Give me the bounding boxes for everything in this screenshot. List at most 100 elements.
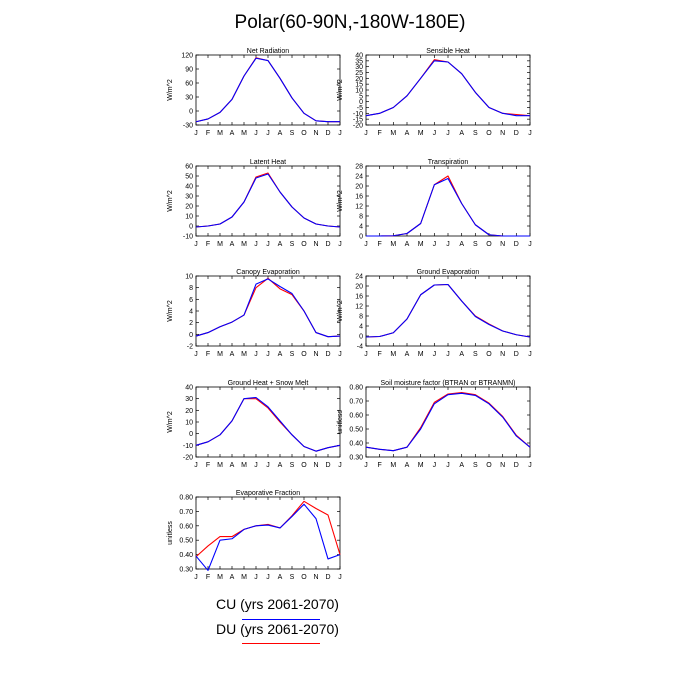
y-tick-label: 5 — [359, 93, 363, 100]
y-tick-label: 20 — [185, 204, 193, 211]
x-tick-label: J — [528, 241, 532, 248]
x-tick-label: J — [254, 462, 258, 469]
y-tick-label: 30 — [185, 194, 193, 201]
y-tick-label: -2 — [187, 344, 193, 351]
y-axis-label: W/m^2 — [167, 411, 174, 433]
x-tick-label: A — [230, 241, 235, 248]
legend-label-cu: CU (yrs 2061-2070) — [216, 596, 339, 612]
x-tick-label: N — [500, 462, 505, 469]
x-tick-label: J — [446, 241, 450, 248]
x-tick-label: A — [230, 351, 235, 358]
series-line-cu — [365, 392, 531, 452]
chart-panel-7: Ground Heat + Snow Melt -20 -10 0 10 20 30 40 J F… — [167, 380, 342, 469]
x-tick-label: O — [486, 130, 492, 137]
y-tick-label: 20 — [355, 76, 363, 83]
x-tick-label: J — [338, 462, 342, 469]
x-tick-label: J — [528, 130, 532, 137]
series-line-cu — [195, 503, 341, 571]
x-tick-label: S — [290, 241, 295, 248]
chart-title: Latent Heat — [250, 159, 286, 166]
x-tick-label: D — [514, 241, 519, 248]
x-tick-label: J — [433, 351, 437, 358]
x-tick-label: A — [459, 130, 464, 137]
y-tick-label: 0 — [189, 431, 193, 438]
x-tick-label: M — [390, 130, 396, 137]
y-tick-label: 0 — [189, 109, 193, 116]
y-tick-label: 4 — [359, 324, 363, 331]
plot-frame — [365, 54, 531, 126]
x-tick-label: F — [206, 574, 210, 581]
y-tick-label: 24 — [355, 274, 363, 281]
y-tick-label: 0.30 — [349, 455, 363, 462]
y-tick-label: 0.60 — [349, 413, 363, 420]
x-tick-label: J — [338, 351, 342, 358]
series-line-cu — [365, 60, 530, 117]
x-tick-label: A — [405, 130, 410, 137]
chart-panel-4: Transpiration 0 4 8 12 16 20 24 28 J F M A M J J A S O N D J W… — [337, 159, 532, 248]
y-tick-label: 30 — [185, 396, 193, 403]
legend-line-du — [242, 643, 320, 644]
x-tick-label: A — [278, 351, 283, 358]
x-tick-label: J — [446, 351, 450, 358]
y-tick-label: 35 — [355, 58, 363, 65]
x-tick-label: J — [194, 574, 198, 581]
plot-frame — [195, 496, 341, 570]
y-tick-label: 24 — [355, 174, 363, 181]
x-tick-label: A — [230, 574, 235, 581]
plot-frame — [195, 165, 341, 237]
x-tick-label: M — [217, 130, 223, 137]
series-line-du — [195, 57, 340, 123]
x-tick-label: N — [500, 130, 505, 137]
x-tick-label: J — [266, 574, 270, 581]
y-tick-label: 0 — [189, 332, 193, 339]
x-tick-label: M — [217, 351, 223, 358]
y-tick-label: 90 — [185, 67, 193, 74]
x-tick-label: J — [254, 351, 258, 358]
y-tick-label: 0.40 — [179, 552, 193, 559]
x-tick-label: J — [266, 241, 270, 248]
chart-title: Soil moisture factor (BTRAN or BTRANMN) — [381, 380, 516, 387]
y-tick-label: 20 — [355, 284, 363, 291]
x-tick-label: J — [528, 351, 532, 358]
x-tick-label: A — [278, 241, 283, 248]
x-tick-label: A — [459, 462, 464, 469]
x-tick-label: M — [217, 462, 223, 469]
x-tick-label: A — [278, 574, 283, 581]
x-tick-label: J — [266, 462, 270, 469]
y-tick-label: 10 — [355, 88, 363, 95]
x-tick-label: M — [217, 574, 223, 581]
x-tick-label: O — [486, 351, 492, 358]
y-tick-label: 0.80 — [349, 385, 363, 392]
x-tick-label: N — [313, 351, 318, 358]
chart-title: Canopy Evaporation — [236, 269, 300, 276]
x-tick-label: S — [473, 130, 478, 137]
series-line-cu — [195, 173, 341, 228]
x-tick-label: J — [364, 462, 368, 469]
chart-title: Net Radiation — [247, 48, 290, 55]
plot-frame — [195, 54, 341, 126]
x-tick-label: A — [230, 462, 235, 469]
y-tick-label: 40 — [185, 385, 193, 392]
x-tick-label: O — [301, 130, 307, 137]
y-tick-label: 40 — [185, 184, 193, 191]
chart-panel-2: Sensible Heat -20-15-10-50510152025303540… — [337, 48, 532, 137]
y-axis-label: W/m^2 — [337, 79, 344, 101]
x-tick-label: A — [405, 241, 410, 248]
x-tick-label: A — [278, 130, 283, 137]
y-tick-label: -10 — [183, 234, 193, 241]
x-tick-label: J — [266, 351, 270, 358]
plot-frame — [365, 275, 531, 347]
y-tick-label: 20 — [355, 184, 363, 191]
legend-line-cu — [242, 619, 320, 620]
x-tick-label: F — [206, 130, 210, 137]
x-tick-label: O — [301, 574, 307, 581]
x-tick-label: J — [433, 462, 437, 469]
y-tick-label: 30 — [355, 64, 363, 71]
y-tick-label: 0.40 — [349, 441, 363, 448]
x-tick-label: J — [364, 351, 368, 358]
x-tick-label: O — [301, 241, 307, 248]
y-axis-label: W/m^2 — [167, 300, 174, 322]
y-tick-label: 15 — [355, 82, 363, 89]
y-axis-label: unitless — [167, 521, 174, 545]
